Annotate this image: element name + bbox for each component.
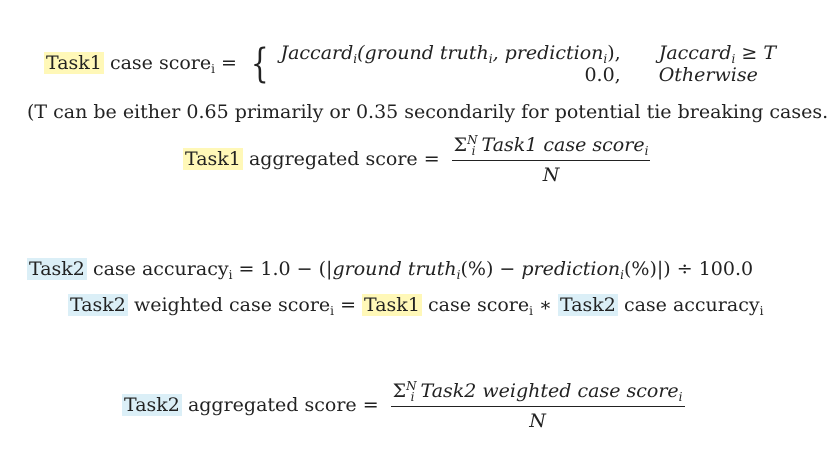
- equals-sign: =: [362, 394, 379, 416]
- index-subscript: i: [211, 62, 215, 76]
- case-accuracy-label: case accuracy: [623, 294, 760, 316]
- prediction-term: prediction: [521, 258, 621, 280]
- case-accuracy-label: case accuracy: [92, 258, 229, 280]
- aggregate-fraction: ΣNi Task1 case scorei N: [451, 132, 651, 188]
- equals-sign: =: [221, 52, 237, 74]
- accuracy-rhs-start: = 1.0 − (|: [238, 258, 333, 280]
- task2-highlight: Task2: [122, 394, 182, 416]
- left-brace-icon: {: [250, 41, 269, 87]
- ground-truth-term: ground truth: [332, 258, 457, 280]
- accuracy-rhs-end: (%)|) ÷ 100.0: [624, 258, 754, 280]
- aggregated-score-label: aggregated score: [187, 394, 357, 416]
- task1-case-score-equation: Task1 case scorei = { Jaccardi(ground tr…: [44, 42, 776, 86]
- multiply-sign: ∗: [539, 294, 552, 316]
- task1-highlight: Task1: [44, 52, 104, 74]
- fraction-denominator: N: [529, 410, 546, 432]
- case2-expression: 0.0,: [584, 64, 621, 86]
- task2-highlight: Task2: [558, 294, 618, 316]
- piecewise-cases: Jaccardi(ground truthi, predictioni), Ja…: [280, 42, 776, 86]
- sum-symbol: Σ: [453, 134, 468, 156]
- sum-symbol: Σ: [392, 380, 407, 402]
- aggregated-score-label: aggregated score: [248, 148, 418, 170]
- task2-aggregated-score-equation: Task2 aggregated score = ΣNi Task2 weigh…: [122, 378, 685, 434]
- case2-condition: Otherwise: [658, 64, 758, 86]
- numerator-term: Task1 case score: [481, 134, 645, 156]
- task1-aggregated-score-equation: Task1 aggregated score = ΣNi Task1 case …: [183, 132, 651, 188]
- task2-weighted-score-equation: Task2 weighted case scorei = Task1 case …: [68, 294, 764, 318]
- threshold-note: (T can be either 0.65 primarily or 0.35 …: [27, 101, 828, 123]
- fraction-numerator: ΣNi Task1 case scorei: [451, 132, 651, 161]
- percent-minus: (%) −: [460, 258, 522, 280]
- case-score-label: case score: [427, 294, 530, 316]
- equals-sign: =: [340, 294, 356, 316]
- task1-highlight: Task1: [183, 148, 243, 170]
- numerator-term: Task2 weighted case score: [420, 380, 679, 402]
- case-score-label: case score: [109, 52, 212, 74]
- case1-expression: Jaccardi(ground truthi, predictioni),: [280, 42, 621, 66]
- task2-highlight: Task2: [68, 294, 128, 316]
- fraction-numerator: ΣNi Task2 weighted case scorei: [390, 378, 685, 407]
- fraction-denominator: N: [542, 164, 560, 186]
- aggregate-fraction: ΣNi Task2 weighted case scorei N: [390, 378, 685, 434]
- task2-case-accuracy-equation: Task2 case accuracyi = 1.0 − (|ground tr…: [27, 258, 754, 282]
- weighted-score-label: weighted case score: [133, 294, 331, 316]
- task2-highlight: Task2: [27, 258, 87, 280]
- task1-highlight: Task1: [362, 294, 422, 316]
- equals-sign: =: [423, 148, 440, 170]
- case1-condition: Jaccardi ≥ T: [658, 42, 777, 66]
